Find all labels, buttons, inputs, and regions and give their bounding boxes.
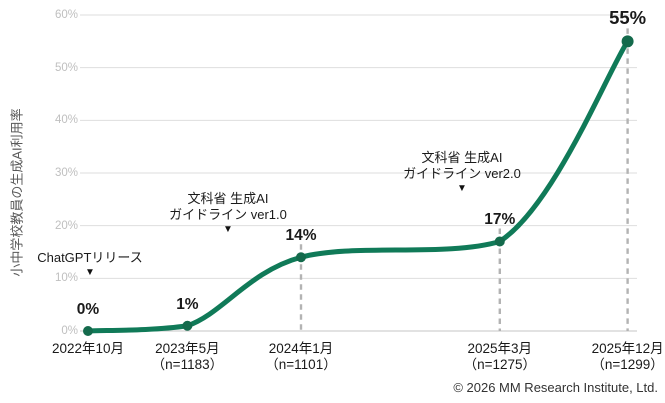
data-value-label: 14% (285, 227, 317, 245)
arrow-down-icon: ▼ (457, 183, 467, 194)
y-tick-label: 40% (54, 114, 78, 127)
x-tick-label-line: 2022年10月 (51, 341, 125, 356)
x-tick-label: 2025年3月 （n=1275） (464, 341, 536, 373)
x-tick-label-line: （n=1275） (463, 357, 537, 372)
x-tick-label: 2024年1月 （n=1101） (265, 341, 336, 373)
annotation-text-line2: ガイドライン ver1.0 (169, 207, 287, 222)
annotation-text-line1: 文科省 生成AI (421, 150, 503, 165)
annotation-text-line1: 文科省 生成AI (187, 191, 269, 206)
y-tick-label: 30% (54, 167, 78, 179)
x-tick-label-line: 2025年12月 (591, 341, 664, 356)
x-tick-label-line: （n=1183） (151, 357, 224, 372)
x-tick-label-line: 2023年5月 (155, 341, 220, 356)
annotation-text: ChatGPTリリース (37, 250, 143, 265)
data-point-marker (621, 35, 634, 48)
x-tick-label-line: （n=1101） (265, 357, 337, 372)
y-tick-label: 50% (54, 61, 78, 74)
arrow-down-icon: ▼ (223, 224, 233, 235)
copyright-notice: © 2026 MM Research Institute, Ltd. (453, 380, 658, 395)
data-value-label: 55% (609, 7, 647, 29)
x-tick-label: 2022年10月 (52, 341, 124, 357)
x-tick-label-line: 2025年3月 (467, 341, 533, 356)
y-tick-label: 0% (61, 325, 78, 337)
annotation-guideline-v2: 文科省 生成AI ガイドライン ver2.0 ▼ (403, 150, 521, 194)
data-point-marker (182, 320, 193, 331)
x-tick-label: 2023年5月 （n=1183） (152, 341, 223, 373)
arrow-down-icon: ▼ (85, 267, 95, 278)
annotation-text-line2: ガイドライン ver2.0 (403, 166, 521, 181)
annotation-guideline-v1: 文科省 生成AI ガイドライン ver1.0 ▼ (169, 191, 287, 235)
data-point-marker (296, 252, 306, 263)
y-axis-title: 小中学校教員の生成AI利用率 (9, 108, 25, 277)
data-point-marker (494, 236, 505, 247)
data-value-label: 0% (76, 301, 100, 318)
y-tick-label: 60% (54, 9, 78, 21)
y-tick-label: 20% (54, 219, 78, 232)
data-point-marker (83, 326, 93, 336)
annotation-chatgpt-release: ChatGPTリリース ▼ (37, 250, 143, 278)
x-tick-label: 2025年12月 （n=1299） (591, 341, 663, 373)
x-tick-label-line: （n=1299） (591, 357, 664, 372)
x-tick-label-line: 2024年1月 (268, 341, 334, 356)
data-value-label: 1% (176, 295, 199, 313)
trend-line (85, 38, 631, 334)
data-value-label: 17% (484, 211, 516, 229)
y-tick-label: 10% (54, 272, 78, 285)
